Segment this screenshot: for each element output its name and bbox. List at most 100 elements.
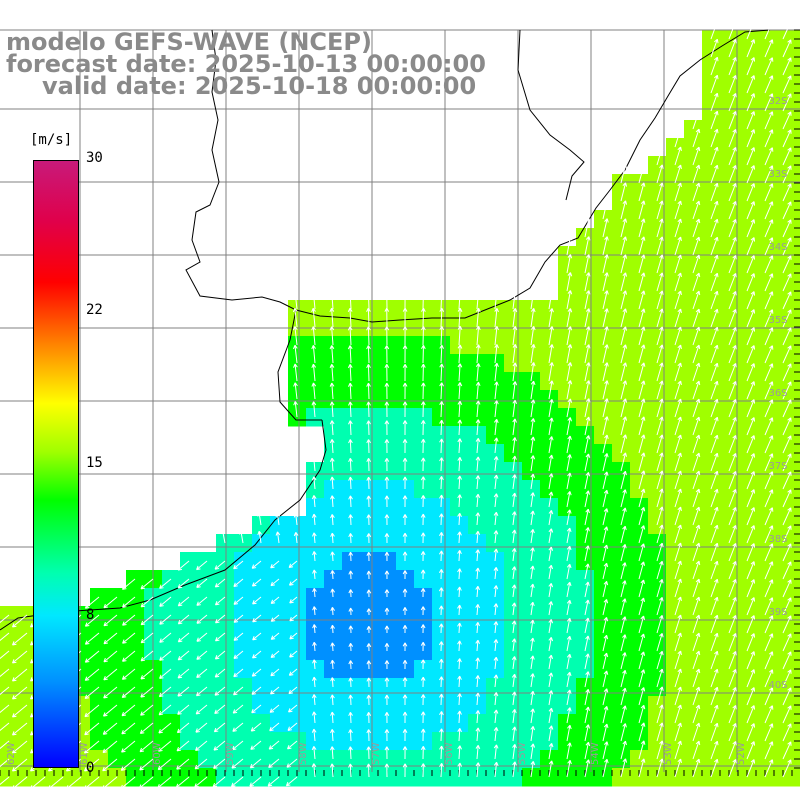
wind-cell — [342, 534, 361, 553]
wind-arrow — [103, 632, 118, 645]
wind-arrow — [177, 704, 190, 715]
wind-arrow — [746, 291, 756, 310]
wind-arrow — [764, 39, 774, 58]
wind-arrow — [674, 722, 682, 742]
wind-arrow — [348, 495, 353, 508]
wind-arrow — [267, 776, 280, 787]
wind-arrow — [620, 470, 627, 490]
wind-arrow — [674, 218, 682, 238]
wind-cell — [468, 336, 487, 355]
wind-arrow — [214, 578, 226, 588]
wind-cell — [126, 768, 145, 787]
wind-cell — [684, 570, 703, 589]
wind-arrow — [512, 744, 517, 760]
wind-arrow — [122, 614, 136, 626]
wind-arrow — [782, 381, 792, 400]
wind-cell — [612, 354, 631, 373]
lon-label: 56W — [444, 742, 455, 765]
wind-cell — [630, 174, 649, 193]
wind-arrow — [764, 381, 774, 400]
wind-cell — [594, 408, 613, 427]
wind-cell — [288, 318, 307, 337]
wind-cell — [324, 426, 343, 445]
wind-cell — [630, 264, 649, 283]
wind-cell — [558, 516, 577, 535]
wind-cell — [630, 372, 649, 391]
wind-arrow — [348, 711, 353, 724]
wind-cell — [198, 750, 217, 769]
wind-arrow — [728, 363, 737, 382]
wind-cell — [396, 732, 415, 751]
wind-cell — [612, 516, 631, 535]
wind-arrow — [311, 532, 317, 544]
wind-cell — [180, 696, 199, 715]
wind-cell — [504, 606, 523, 625]
wind-cell — [90, 678, 109, 697]
wind-cell — [378, 750, 397, 769]
wind-arrow — [475, 530, 481, 544]
wind-cell — [0, 660, 19, 679]
wind-arrow — [638, 758, 646, 778]
wind-arrow — [493, 744, 499, 760]
wind-arrow — [530, 529, 535, 544]
wind-cell — [612, 444, 631, 463]
wind-cell — [396, 624, 415, 643]
wind-cell — [306, 624, 325, 643]
wind-cell — [648, 426, 667, 445]
wind-cell — [630, 696, 649, 715]
wind-cell — [270, 516, 289, 535]
wind-cell — [126, 660, 145, 679]
wind-arrow — [457, 344, 463, 364]
wind-cell — [270, 624, 289, 643]
wind-arrow — [438, 658, 444, 670]
wind-cell — [414, 426, 433, 445]
wind-cell — [720, 516, 739, 535]
wind-cell — [342, 642, 361, 661]
wind-cell — [648, 678, 667, 697]
wind-arrow — [620, 616, 627, 634]
wind-cell — [414, 570, 433, 589]
wind-cell — [90, 642, 109, 661]
wind-cell — [234, 750, 253, 769]
wind-arrow — [311, 728, 317, 742]
wind-arrow — [692, 128, 701, 148]
wind-cell — [414, 588, 433, 607]
wind-arrow — [548, 436, 554, 454]
wind-cell — [306, 534, 325, 553]
wind-arrow — [782, 345, 792, 364]
wind-arrow — [139, 722, 154, 734]
wind-arrow — [366, 364, 371, 382]
wind-arrow — [728, 129, 737, 148]
wind-cell — [468, 750, 487, 769]
wind-arrow — [457, 675, 462, 688]
wind-arrow — [530, 583, 535, 598]
wind-arrow — [530, 399, 536, 418]
wind-cell — [756, 714, 775, 733]
wind-cell — [666, 336, 685, 355]
wind-arrow — [746, 345, 756, 364]
wind-cell — [684, 588, 703, 607]
wind-arrow — [475, 400, 481, 418]
wind-arrow — [140, 632, 154, 644]
wind-arrow — [420, 641, 426, 652]
wind-cell — [216, 588, 235, 607]
wind-arrow — [231, 740, 244, 751]
wind-arrow — [292, 326, 298, 346]
wind-arrow — [84, 740, 100, 754]
wind-speed-field — [0, 30, 800, 787]
wind-arrow — [384, 345, 390, 364]
wind-cell — [630, 390, 649, 409]
wind-arrow — [330, 694, 335, 706]
wind-arrow — [746, 363, 756, 382]
wind-cell — [378, 426, 397, 445]
wind-arrow — [638, 651, 646, 670]
wind-arrow — [584, 759, 591, 778]
wind-arrow — [782, 651, 792, 670]
wind-arrow — [620, 272, 628, 292]
wind-cell — [522, 534, 541, 553]
wind-arrow — [764, 435, 774, 454]
wind-cell — [576, 264, 595, 283]
wind-cell — [720, 768, 739, 787]
wind-arrow — [710, 740, 719, 760]
wind-cell — [180, 552, 199, 571]
